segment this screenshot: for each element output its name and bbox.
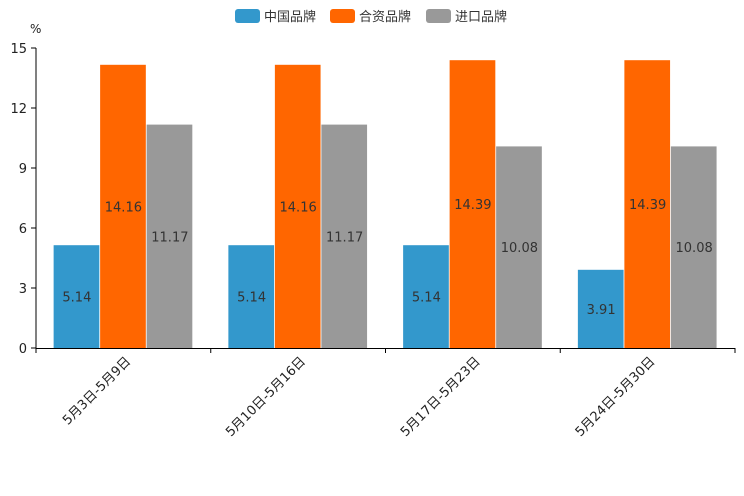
y-tick-label: 9 xyxy=(19,162,27,177)
bar-series1-cat2[interactable] xyxy=(228,245,275,348)
data-label-series1-cat4: 3.91 xyxy=(587,303,616,318)
bar-series2-cat4[interactable] xyxy=(624,60,671,348)
bar-series3-cat3[interactable] xyxy=(496,146,542,348)
bar-series2-cat3[interactable] xyxy=(449,60,496,348)
x-category-label: 5月10日-5月16日 xyxy=(223,354,309,440)
data-label-series1-cat2: 5.14 xyxy=(237,291,266,306)
data-label-series3-cat3: 10.08 xyxy=(501,241,538,256)
x-category-label: 5月17日-5月23日 xyxy=(398,354,484,440)
y-axis-unit-label: % xyxy=(30,22,41,36)
y-tick-label: 12 xyxy=(10,102,27,117)
y-tick-label: 15 xyxy=(10,42,27,57)
legend-swatch-1[interactable] xyxy=(235,9,260,23)
data-label-series2-cat2: 14.16 xyxy=(280,200,317,215)
data-label-series3-cat1: 11.17 xyxy=(151,230,188,245)
bar-series1-cat1[interactable] xyxy=(53,245,100,348)
x-category-label: 5月24日-5月30日 xyxy=(573,354,659,440)
data-label-series1-cat1: 5.14 xyxy=(62,291,91,306)
legend-label-1[interactable]: 中国品牌 xyxy=(264,9,316,25)
legend-swatch-2[interactable] xyxy=(330,9,355,23)
bar-series1-cat3[interactable] xyxy=(403,245,449,348)
bar-series2-cat2[interactable] xyxy=(274,64,321,349)
bar-series2-cat1[interactable] xyxy=(100,64,146,349)
bar-series1-cat4[interactable] xyxy=(577,269,624,348)
bars xyxy=(53,60,717,349)
data-label-series1-cat3: 5.14 xyxy=(412,291,441,306)
x-category-label: 5月3日-5月9日 xyxy=(60,354,134,428)
y-tick-label: 0 xyxy=(19,342,27,357)
data-label-series3-cat2: 11.17 xyxy=(326,230,363,245)
legend-swatch-3[interactable] xyxy=(426,9,451,23)
data-label-series2-cat3: 14.39 xyxy=(454,198,491,213)
y-tick-label: 6 xyxy=(19,222,27,237)
y-axis: 0 3 6 9 12 15 xyxy=(10,42,37,357)
data-label-series2-cat4: 14.39 xyxy=(629,198,666,213)
bar-series3-cat1[interactable] xyxy=(146,124,193,348)
legend-label-2[interactable]: 合资品牌 xyxy=(359,9,411,25)
data-label-series3-cat4: 10.08 xyxy=(676,241,713,256)
legend-label-3[interactable]: 进口品牌 xyxy=(455,9,507,25)
bar-series3-cat4[interactable] xyxy=(670,146,717,348)
data-label-series2-cat1: 14.16 xyxy=(105,200,142,215)
legend: 中国品牌 合资品牌 进口品牌 xyxy=(235,9,507,25)
data-labels: 5.14 14.16 11.17 5.14 14.16 11.17 5.14 14.39 10.… xyxy=(62,198,712,318)
x-axis: 5月3日-5月9日 5月10日-5月16日 5月17日-5月23日 5月24日-5月3… xyxy=(35,348,736,440)
bar-series3-cat2[interactable] xyxy=(321,124,368,348)
y-tick-label: 3 xyxy=(19,282,27,297)
